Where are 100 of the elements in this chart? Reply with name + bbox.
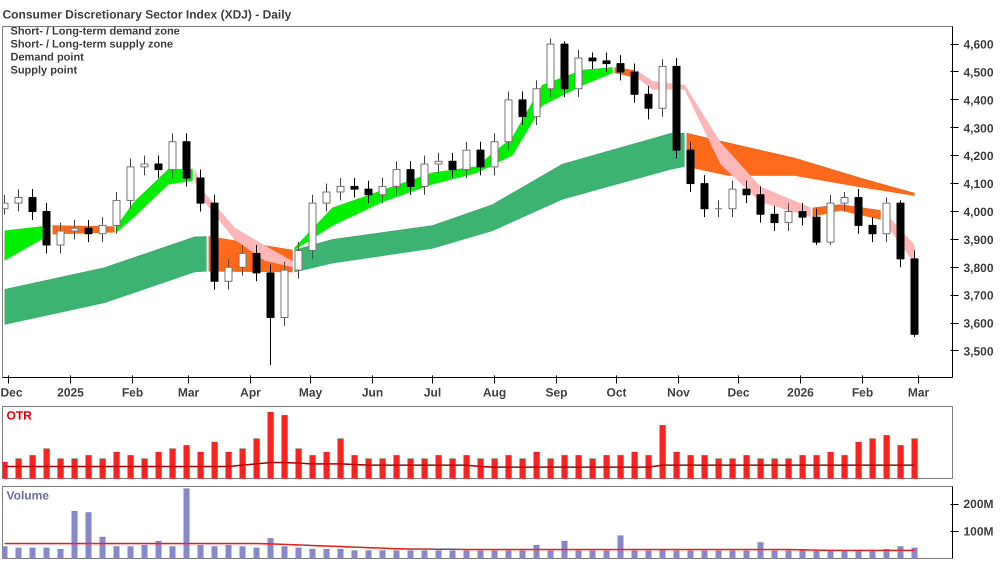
candlestick [224,258,232,290]
x-tick-label: May [298,386,322,400]
candlestick [434,152,442,173]
bar [72,458,78,478]
candlestick [756,186,764,224]
bar [870,438,876,478]
bar [338,548,344,558]
bar [772,550,778,558]
bar [156,452,162,478]
bar [842,455,848,478]
candlestick [392,160,400,196]
x-tick-label: Mar [908,386,930,400]
bar [618,535,624,558]
bar [310,455,316,478]
candlestick [56,222,64,254]
bar [814,550,820,558]
bar [226,452,232,478]
bar [702,455,708,478]
bar [436,550,442,558]
bar [604,455,610,478]
bar [394,455,400,478]
bar [730,550,736,558]
y-tick-label: 3,600 [964,316,994,331]
bar [842,550,848,558]
bar [58,458,64,478]
y-tick-label: 4,100 [964,177,994,192]
bar [226,544,232,558]
x-tick-label: Jul [424,386,442,400]
bar [268,412,274,478]
bar [2,462,8,478]
bar [44,448,50,478]
bar [492,458,498,478]
candlestick [448,152,456,179]
x-tick-label: Nov [667,386,690,400]
candlestick [462,141,470,179]
candlestick [644,85,652,120]
bar [688,550,694,558]
bar [730,458,736,478]
bar [156,540,162,558]
bar [338,438,344,478]
bar [786,458,792,478]
bar [366,458,372,478]
bar [492,550,498,558]
bar [268,538,274,558]
candlestick [406,160,414,196]
candlestick [154,155,162,179]
bar [58,548,64,558]
bar [632,550,638,558]
bar [2,546,8,558]
bar [44,548,50,558]
bar [716,550,722,558]
bar [72,510,78,558]
bar [422,458,428,478]
x-tick-label: Mar [178,386,200,400]
bar [394,550,400,558]
bar [366,550,372,558]
bar [254,548,260,558]
bar [590,458,596,478]
bar [296,548,302,558]
bar [30,455,36,478]
bar [618,455,624,478]
bar [632,452,638,478]
candlestick [840,191,848,212]
bar [142,544,148,558]
bar [506,455,512,478]
bar [898,445,904,478]
bar [86,455,92,478]
bar [212,442,218,478]
chart-title: Volume [6,488,50,502]
bar [408,458,414,478]
candlestick [364,180,372,204]
candlestick [350,178,358,198]
bar [800,455,806,478]
bar [296,448,302,478]
bar [548,550,554,558]
bar [142,458,148,478]
bar [282,546,288,558]
bar [86,512,92,558]
y-tick-label: 4,500 [964,65,994,80]
bar [352,550,358,558]
candlestick [252,244,260,282]
bar [30,548,36,558]
bar [478,458,484,478]
bar [478,550,484,558]
x-tick-label: Dec [727,386,750,400]
bar [576,455,582,478]
bar [562,455,568,478]
candlestick [28,188,36,220]
bar [100,458,106,478]
bar [450,550,456,558]
bar [464,550,470,558]
candlestick [476,141,484,176]
bar [380,550,386,558]
x-tick-label: Feb [122,386,144,400]
candlestick [868,216,876,243]
bar [240,448,246,478]
bar [352,455,358,478]
bar [100,536,106,558]
bar [758,542,764,558]
y-tick-label: 4,300 [964,121,994,136]
